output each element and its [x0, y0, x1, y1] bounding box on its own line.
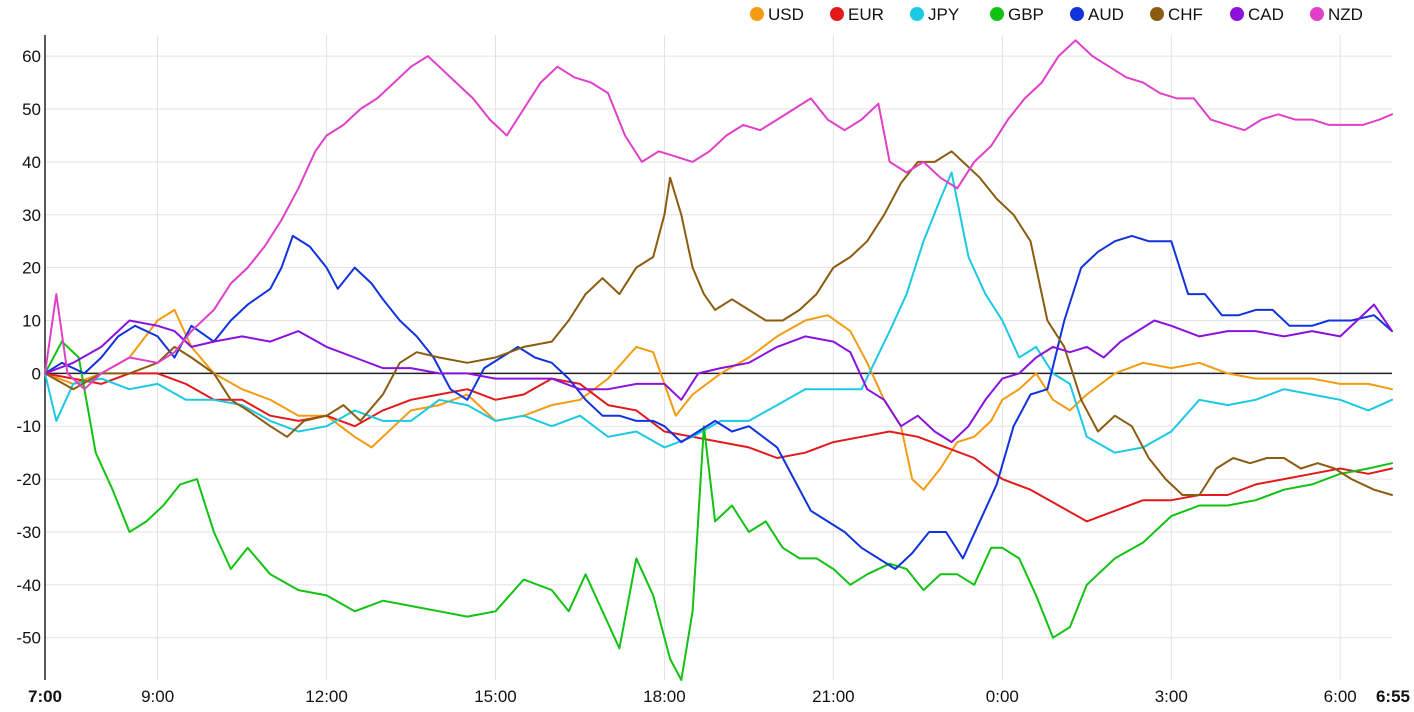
- legend-item-chf[interactable]: CHF: [1150, 5, 1203, 24]
- series-line-cad: [44, 303, 1393, 444]
- legend-label-chf: CHF: [1168, 5, 1203, 24]
- legend-item-usd[interactable]: USD: [750, 5, 804, 24]
- legend-label-eur: EUR: [848, 5, 884, 24]
- legend-item-aud[interactable]: AUD: [1070, 5, 1124, 24]
- legend-dot-nzd: [1310, 7, 1324, 21]
- legend-label-jpy: JPY: [928, 5, 959, 24]
- series-line-eur: [44, 372, 1393, 523]
- x-axis-ticks: 7:00 9:00 12:00 15:00 18:00 21:00 0:00 3:00 6:00…: [28, 687, 1410, 706]
- y-tick-label-11: -50: [16, 629, 41, 648]
- legend-label-usd: USD: [768, 5, 804, 24]
- y-tick-label-7: -10: [16, 417, 41, 436]
- y-tick-label-3: 30: [22, 206, 41, 225]
- legend-dot-eur: [830, 7, 844, 21]
- x-tick-label-5: 21:00: [812, 687, 855, 706]
- series-line-aud: [44, 234, 1393, 570]
- y-tick-label-8: -20: [16, 470, 41, 489]
- legend: USD EUR JPY GBP AUD CHF CAD NZD: [750, 5, 1363, 24]
- x-tick-label-8: 6:00: [1324, 687, 1357, 706]
- x-tick-label-0: 7:00: [28, 687, 62, 706]
- y-tick-label-1: 50: [22, 100, 41, 119]
- x-tick-label-6: 0:00: [986, 687, 1019, 706]
- x-tick-label-4: 18:00: [643, 687, 686, 706]
- x-tick-label-1: 9:00: [141, 687, 174, 706]
- legend-item-gbp[interactable]: GBP: [990, 5, 1044, 24]
- y-tick-label-2: 40: [22, 153, 41, 172]
- legend-label-cad: CAD: [1248, 5, 1284, 24]
- y-tick-label-10: -40: [16, 576, 41, 595]
- series-line-usd: [44, 308, 1393, 491]
- x-tick-label-9: 6:55: [1376, 687, 1410, 706]
- legend-dot-gbp: [990, 7, 1004, 21]
- legend-item-nzd[interactable]: NZD: [1310, 5, 1363, 24]
- legend-item-cad[interactable]: CAD: [1230, 5, 1284, 24]
- legend-dot-usd: [750, 7, 764, 21]
- y-tick-label-4: 20: [22, 259, 41, 278]
- legend-dot-jpy: [910, 7, 924, 21]
- y-tick-label-9: -30: [16, 523, 41, 542]
- legend-dot-cad: [1230, 7, 1244, 21]
- series-line-gbp: [44, 340, 1393, 681]
- legend-item-eur[interactable]: EUR: [830, 5, 884, 24]
- series-line-chf: [44, 150, 1393, 496]
- legend-dot-chf: [1150, 7, 1164, 21]
- x-tick-label-2: 12:00: [305, 687, 348, 706]
- legend-dot-aud: [1070, 7, 1084, 21]
- x-tick-label-7: 3:00: [1155, 687, 1188, 706]
- y-tick-label-5: 10: [22, 311, 41, 330]
- legend-label-aud: AUD: [1088, 5, 1124, 24]
- y-axis-ticks: 60 50 40 30 20 10 0 -10 -20 -30 -40 -50: [16, 47, 41, 648]
- y-tick-label-6: 0: [32, 364, 41, 383]
- legend-label-nzd: NZD: [1328, 5, 1363, 24]
- series-lines: [44, 39, 1393, 681]
- legend-label-gbp: GBP: [1008, 5, 1044, 24]
- x-tick-label-3: 15:00: [474, 687, 517, 706]
- gridlines: [45, 35, 1392, 680]
- series-line-nzd: [44, 39, 1393, 391]
- legend-item-jpy[interactable]: JPY: [910, 5, 959, 24]
- y-tick-label-0: 60: [22, 47, 41, 66]
